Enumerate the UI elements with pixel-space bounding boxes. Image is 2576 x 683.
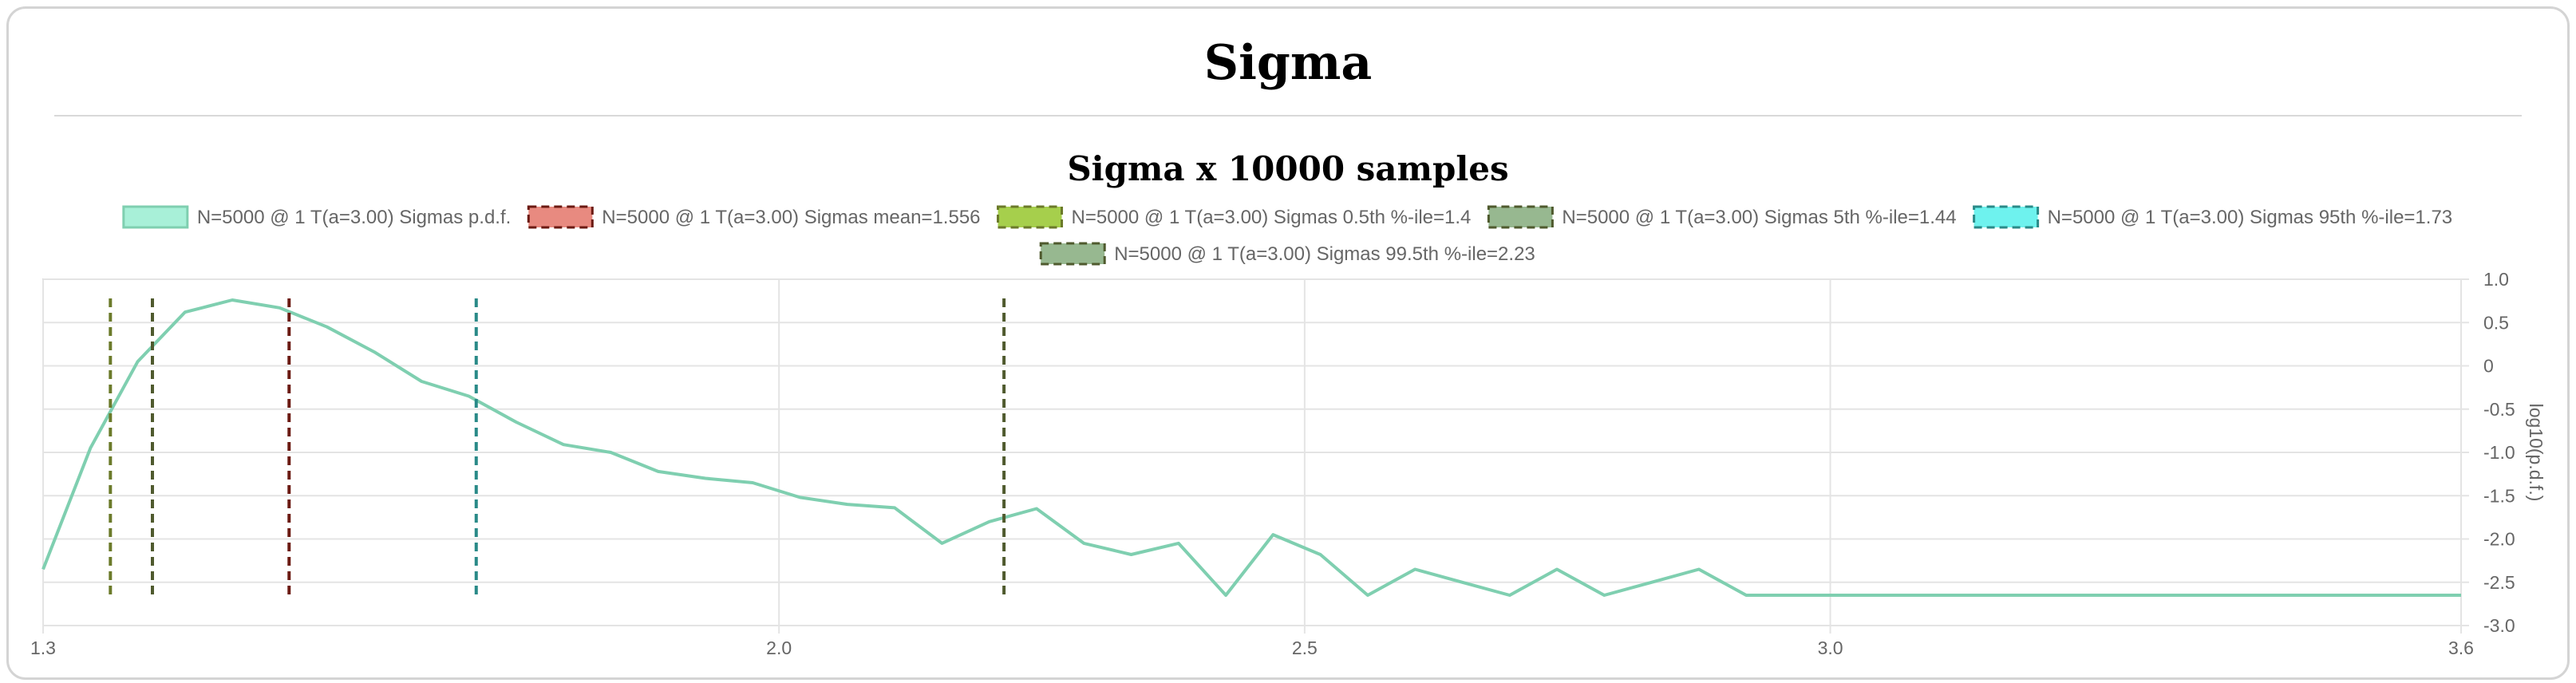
legend-swatch-4[interactable] [1973,205,2040,229]
legend-label-3[interactable]: N=5000 @ 1 T(a=3.00) Sigmas 5th %-ile=1.… [1562,207,1956,228]
legend-label-4[interactable]: N=5000 @ 1 T(a=3.00) Sigmas 95th %-ile=1… [2048,207,2453,228]
y-tick-label: -0.5 [2483,399,2515,420]
y-tick-label: -2.0 [2483,529,2515,550]
x-tick-label: 2.5 [1292,638,1318,658]
grid [42,278,2469,634]
legend-swatch-3[interactable] [1487,205,1554,229]
x-tick-label: 3.6 [2448,638,2474,658]
series-pdf-line [41,298,2461,597]
y-tick-label: -1.0 [2483,442,2515,463]
x-tick-label: 3.0 [1818,638,1843,658]
plot-area [41,298,2461,597]
chart-card [6,6,2570,680]
page-title: Sigma [1203,35,1373,91]
y-tick-label: 0 [2483,356,2494,377]
legend-swatch-2[interactable] [997,205,1064,229]
legend-swatch-0[interactable] [122,205,189,229]
y-tick-label: -1.5 [2483,485,2515,506]
legend-label-0[interactable]: N=5000 @ 1 T(a=3.00) Sigmas p.d.f. [197,207,511,228]
axis-ticks: 1.3 2.0 2.5 3.0 3.6 1.0 0.5 0 -0.5 -1.0 -1.5 -2.0 -2… [30,269,2515,658]
x-tick-label: 1.3 [30,638,56,658]
legend: N=5000 @ 1 T(a=3.00) Sigmas p.d.f. N=5000… [122,205,2453,266]
x-tick-label: 2.0 [766,638,792,658]
title-divider [54,115,2522,116]
legend-swatch-1[interactable] [527,205,594,229]
y-tick-label: -2.5 [2483,572,2515,593]
legend-swatch-5[interactable] [1039,242,1106,266]
chart-title: Sigma x 10000 samples [1067,149,1508,188]
legend-label-1[interactable]: N=5000 @ 1 T(a=3.00) Sigmas mean=1.556 [602,207,980,228]
y-tick-label: 0.5 [2483,312,2509,333]
y-tick-label: -3.0 [2483,615,2515,636]
legend-label-2[interactable]: N=5000 @ 1 T(a=3.00) Sigmas 0.5th %-ile=… [1072,207,1472,228]
legend-label-5[interactable]: N=5000 @ 1 T(a=3.00) Sigmas 99.5th %-ile… [1114,243,1535,265]
y-axis-title: log10(p.d.f.) [2526,404,2546,502]
y-tick-label: 1.0 [2483,269,2509,290]
